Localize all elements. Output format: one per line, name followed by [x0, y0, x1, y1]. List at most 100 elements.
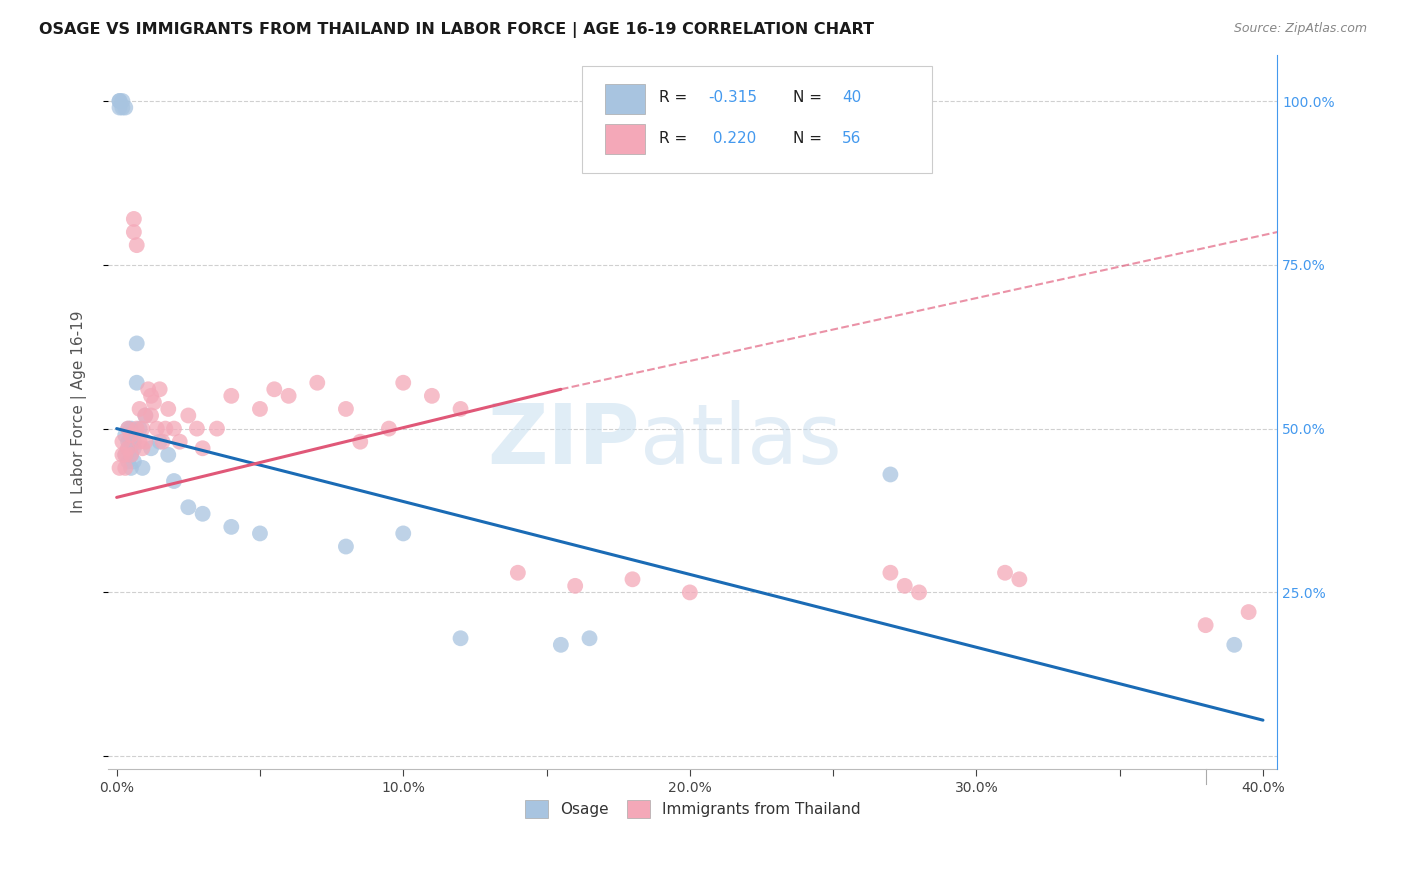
Point	[111, 101, 134, 115]
Point	[108, 94, 131, 108]
Point	[114, 461, 136, 475]
Point	[128, 401, 150, 416]
FancyBboxPatch shape	[582, 66, 932, 173]
Point	[578, 632, 600, 646]
Point	[450, 632, 472, 646]
Point	[307, 376, 329, 390]
Point	[117, 442, 139, 456]
Point	[1194, 618, 1216, 632]
Point	[392, 376, 415, 390]
Point	[134, 409, 156, 423]
Point	[131, 442, 153, 456]
Point	[122, 434, 145, 449]
Point	[125, 238, 148, 252]
Point	[335, 401, 357, 416]
Point	[114, 448, 136, 462]
Point	[134, 434, 156, 449]
Point	[120, 442, 142, 456]
Point	[122, 225, 145, 239]
Point	[120, 428, 142, 442]
Point	[142, 395, 165, 409]
Point	[111, 94, 134, 108]
Point	[128, 434, 150, 449]
Point	[125, 336, 148, 351]
Point	[114, 448, 136, 462]
Point	[131, 461, 153, 475]
Point	[908, 585, 931, 599]
Text: R =: R =	[659, 90, 692, 104]
Point	[131, 421, 153, 435]
Point	[263, 382, 285, 396]
Point	[349, 434, 371, 449]
Point	[120, 448, 142, 462]
Point	[564, 579, 586, 593]
Point	[120, 448, 142, 462]
Point	[139, 442, 162, 456]
Point	[125, 421, 148, 435]
Text: 40: 40	[842, 90, 862, 104]
Point	[420, 389, 443, 403]
Text: N =: N =	[793, 90, 827, 104]
Point	[139, 389, 162, 403]
Point	[136, 382, 159, 396]
Point	[114, 101, 136, 115]
Point	[146, 421, 169, 435]
Point	[1008, 572, 1031, 586]
Point	[163, 421, 186, 435]
Point	[117, 434, 139, 449]
Point	[152, 434, 174, 449]
Point	[157, 401, 180, 416]
Point	[177, 500, 200, 515]
Point	[679, 585, 702, 599]
Text: -0.315: -0.315	[707, 90, 756, 104]
Point	[621, 572, 644, 586]
Point	[506, 566, 529, 580]
Point	[128, 421, 150, 435]
Point	[191, 507, 214, 521]
Legend: Osage, Immigrants from Thailand: Osage, Immigrants from Thailand	[517, 792, 869, 826]
Point	[879, 467, 901, 482]
Point	[169, 434, 191, 449]
Point	[550, 638, 572, 652]
Point	[221, 520, 243, 534]
Text: N =: N =	[793, 131, 827, 146]
Point	[249, 401, 271, 416]
Text: 0.220: 0.220	[707, 131, 756, 146]
Text: ZIP: ZIP	[488, 401, 640, 482]
Point	[994, 566, 1017, 580]
Point	[120, 434, 142, 449]
Text: 56: 56	[842, 131, 862, 146]
Point	[879, 566, 901, 580]
Point	[108, 101, 131, 115]
Point	[149, 382, 172, 396]
Point	[277, 389, 299, 403]
Point	[191, 442, 214, 456]
Point	[111, 434, 134, 449]
Point	[205, 421, 228, 435]
Point	[117, 421, 139, 435]
Point	[149, 434, 172, 449]
Point	[117, 442, 139, 456]
Text: Source: ZipAtlas.com: Source: ZipAtlas.com	[1233, 22, 1367, 36]
Point	[120, 461, 142, 475]
Point	[378, 421, 401, 435]
Point	[114, 428, 136, 442]
Point	[108, 461, 131, 475]
Point	[125, 376, 148, 390]
Point	[221, 389, 243, 403]
Point	[392, 526, 415, 541]
Text: OSAGE VS IMMIGRANTS FROM THAILAND IN LABOR FORCE | AGE 16-19 CORRELATION CHART: OSAGE VS IMMIGRANTS FROM THAILAND IN LAB…	[39, 22, 875, 38]
Point	[108, 94, 131, 108]
Point	[111, 448, 134, 462]
Text: atlas: atlas	[640, 401, 842, 482]
Point	[122, 211, 145, 226]
Point	[249, 526, 271, 541]
Point	[163, 474, 186, 488]
Point	[120, 421, 142, 435]
FancyBboxPatch shape	[605, 84, 645, 113]
Point	[186, 421, 208, 435]
Point	[117, 421, 139, 435]
Point	[157, 448, 180, 462]
Point	[893, 579, 915, 593]
Text: R =: R =	[659, 131, 692, 146]
